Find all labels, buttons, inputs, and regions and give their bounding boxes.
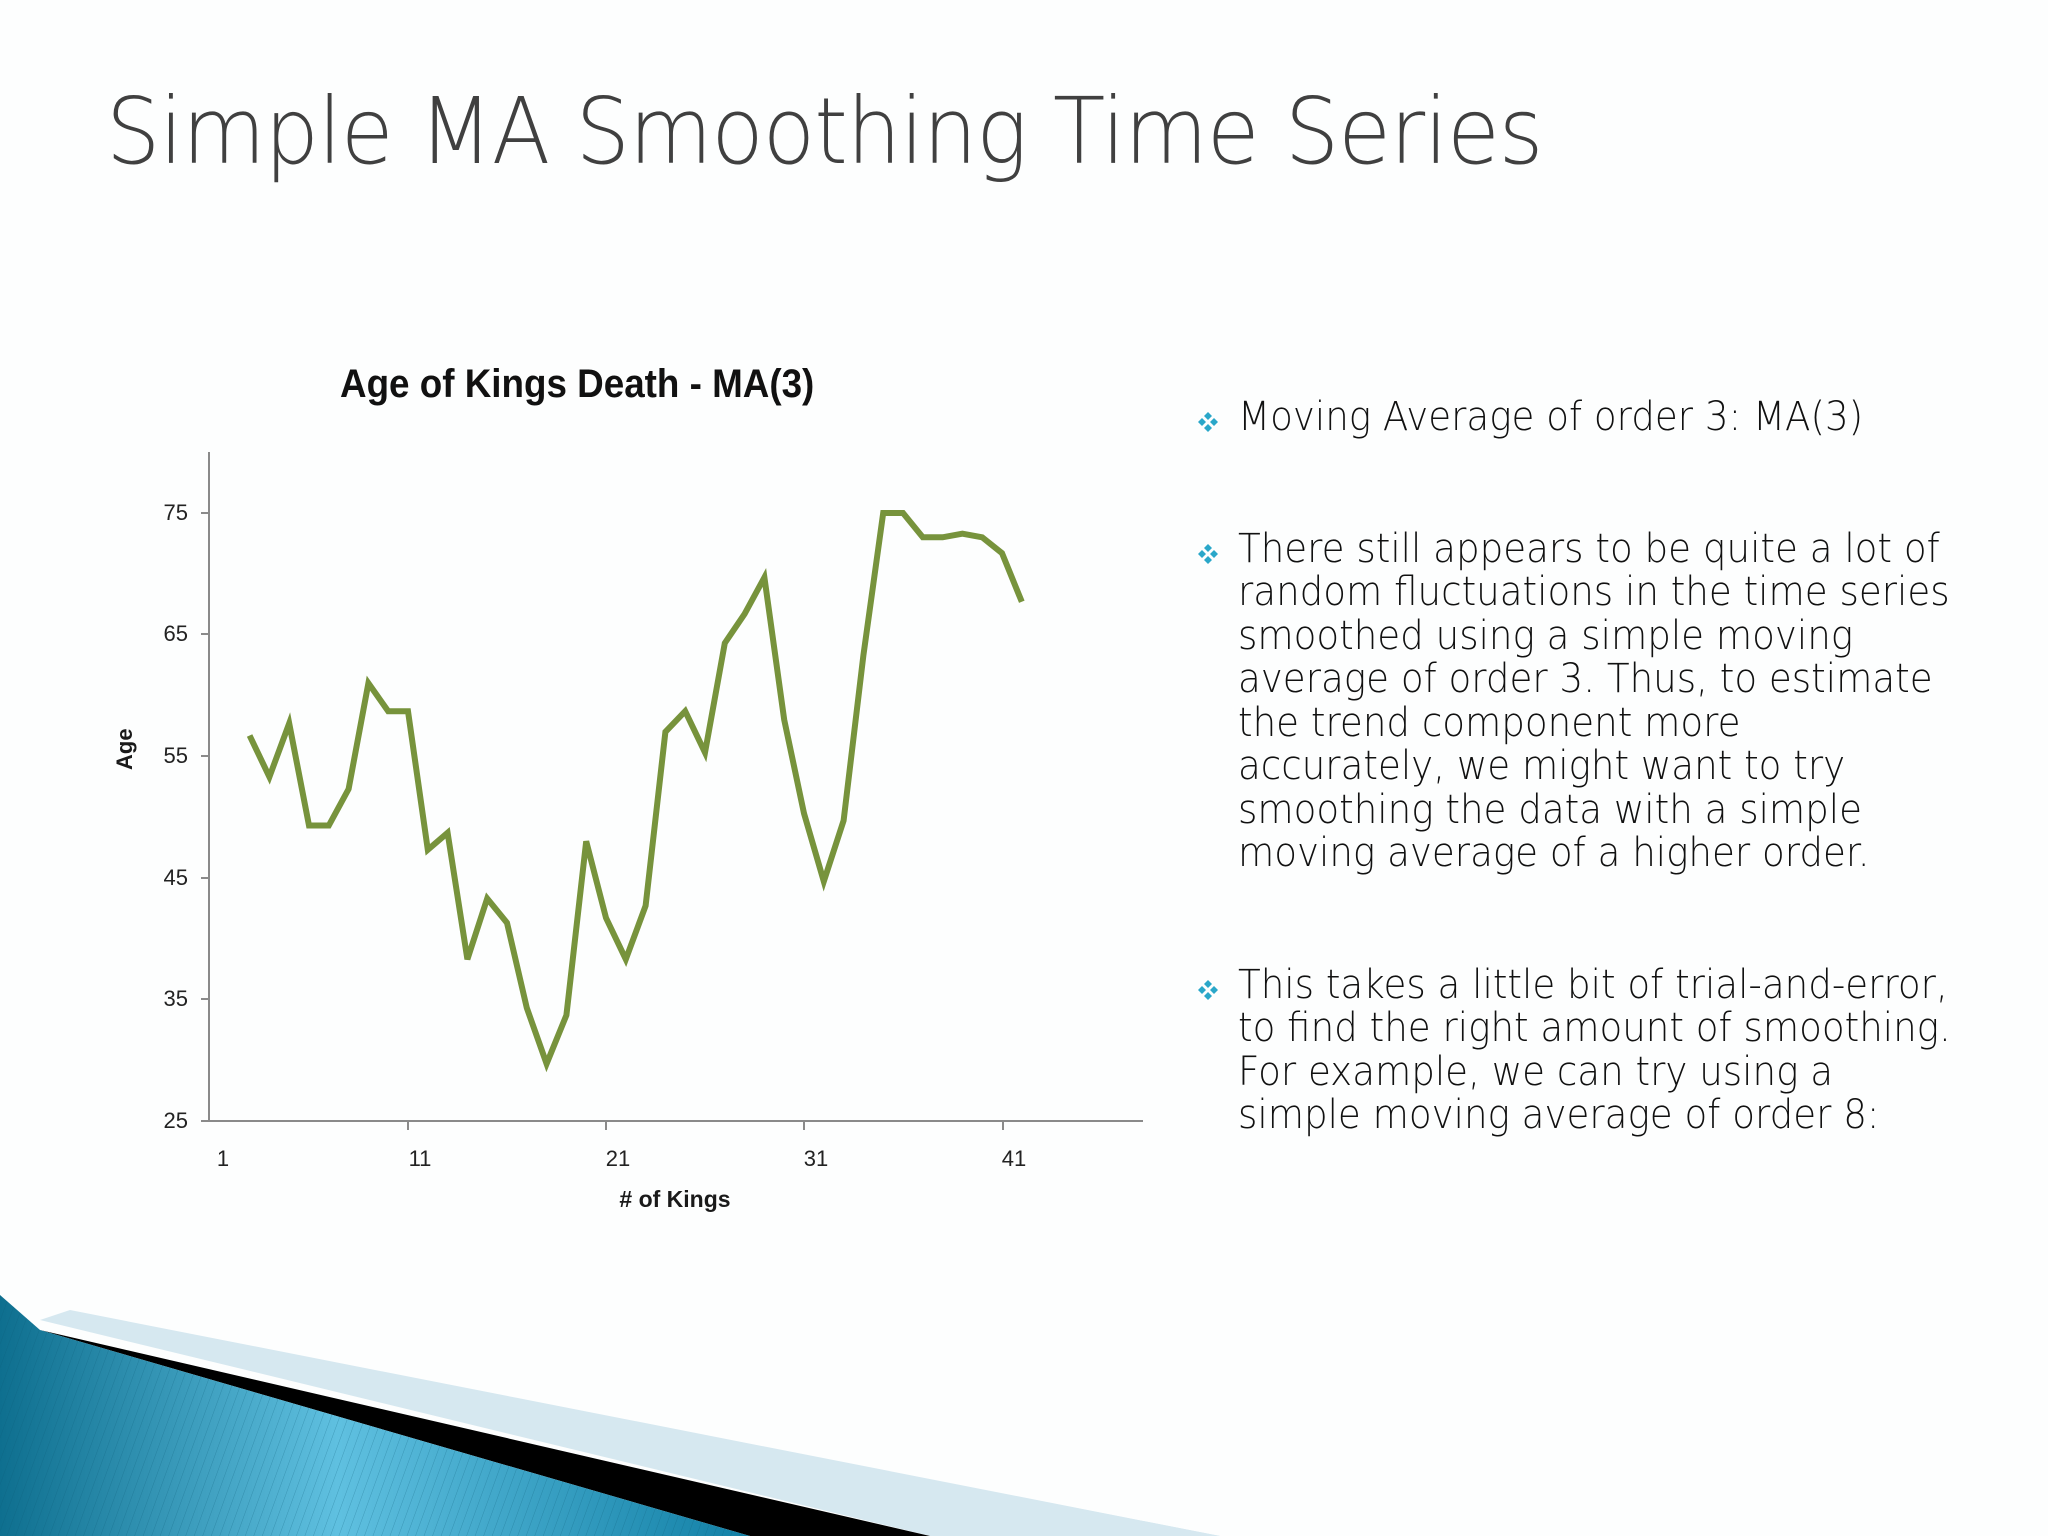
x-tick-label: 31 (803, 1146, 829, 1171)
bullet-item: This takes a little bit of trial-and-err… (1196, 963, 1951, 1138)
y-tick-label: 25 (163, 1108, 188, 1133)
bullet-text: There still appears to be quite a lot of… (1238, 525, 1950, 876)
y-tick-label: 55 (163, 743, 188, 768)
bullet-text: Moving Average of order 3: MA(3) (1238, 394, 1864, 440)
decorative-swoosh (0, 1295, 2048, 1536)
x-tick-label: 21 (605, 1146, 631, 1171)
chart-title: Age of Kings Death - MA(3) (340, 362, 815, 406)
diamond-bullet-icon (1198, 543, 1218, 564)
bullet-text: This takes a little bit of trial-and-err… (1238, 961, 1951, 1138)
bullet-item: Moving Average of order 3: MA(3) (1196, 395, 1936, 440)
diamond-bullet-icon (1198, 979, 1218, 1000)
y-tick-label: 35 (163, 986, 188, 1011)
y-ticks (201, 512, 209, 1122)
bullet-list: Moving Average of order 3: MA(3) There s… (1196, 395, 1951, 1138)
x-ticks (407, 1121, 1004, 1130)
x-tick-label: 41 (1001, 1146, 1027, 1171)
diamond-bullet-icon (1198, 412, 1218, 432)
bullet-item: There still appears to be quite a lot of… (1196, 527, 1950, 876)
y-tick-label: 75 (163, 500, 188, 525)
y-tick-label: 65 (163, 621, 188, 646)
y-tick-label: 45 (163, 865, 188, 890)
ma3-series-line (246, 510, 1025, 1073)
slide-title: Simple MA Smoothing Time Series (106, 78, 1543, 185)
x-axis-label: # of Kings (619, 1186, 731, 1212)
x-tick-label: 11 (408, 1146, 432, 1171)
x-tick-label: 1 (216, 1146, 230, 1171)
